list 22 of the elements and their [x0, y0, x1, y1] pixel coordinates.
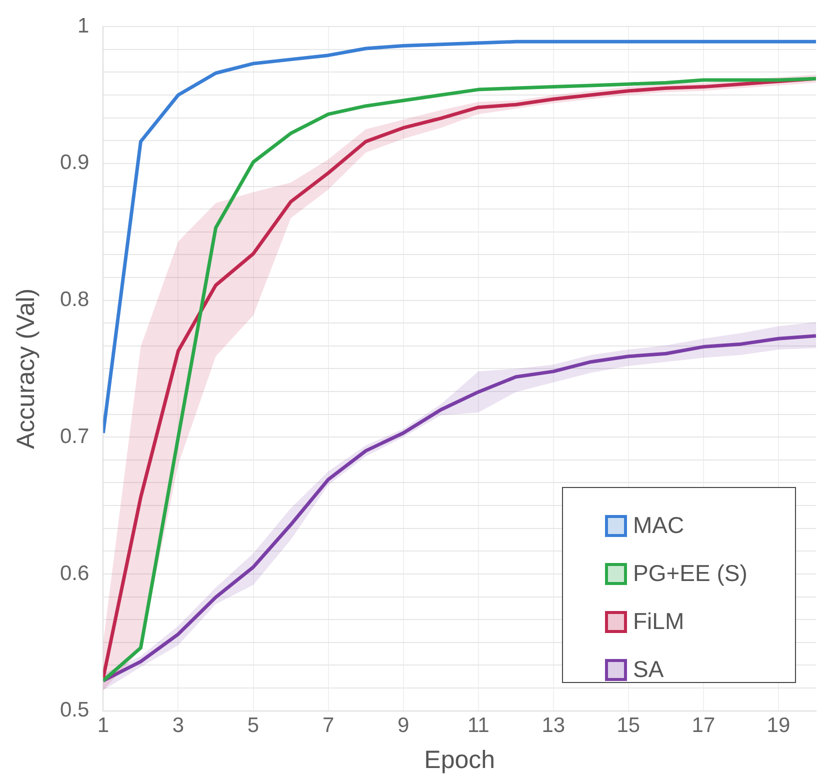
x-tick-label: 9	[397, 714, 410, 738]
legend-label: MAC	[633, 512, 684, 540]
x-tick-label: 11	[467, 714, 490, 738]
x-tick-label: 15	[616, 714, 640, 738]
x-tick-label: 19	[766, 714, 790, 738]
x-tick-label: 1	[97, 714, 110, 738]
y-tick-label: 0.9	[60, 151, 90, 174]
x-tick-label: 13	[542, 714, 566, 738]
x-tick-label: 5	[247, 714, 260, 738]
x-tick-label: 17	[692, 714, 716, 738]
legend-label: FiLM	[633, 608, 684, 636]
legend-label: SA	[633, 656, 664, 684]
y-tick-label: 0.5	[60, 698, 90, 722]
y-tick-label: 1	[78, 14, 90, 38]
x-tick-label: 7	[322, 714, 334, 738]
legend-label: PG+EE (S)	[633, 560, 748, 588]
y-tick-label: 0.7	[60, 424, 90, 448]
y-tick-label: 0.6	[60, 562, 90, 585]
x-tick-label: 3	[172, 714, 184, 738]
y-tick-label: 0.8	[60, 288, 90, 312]
y-axis-title: Accuracy (Val)	[12, 288, 40, 450]
x-axis-title: Epoch	[424, 746, 496, 774]
